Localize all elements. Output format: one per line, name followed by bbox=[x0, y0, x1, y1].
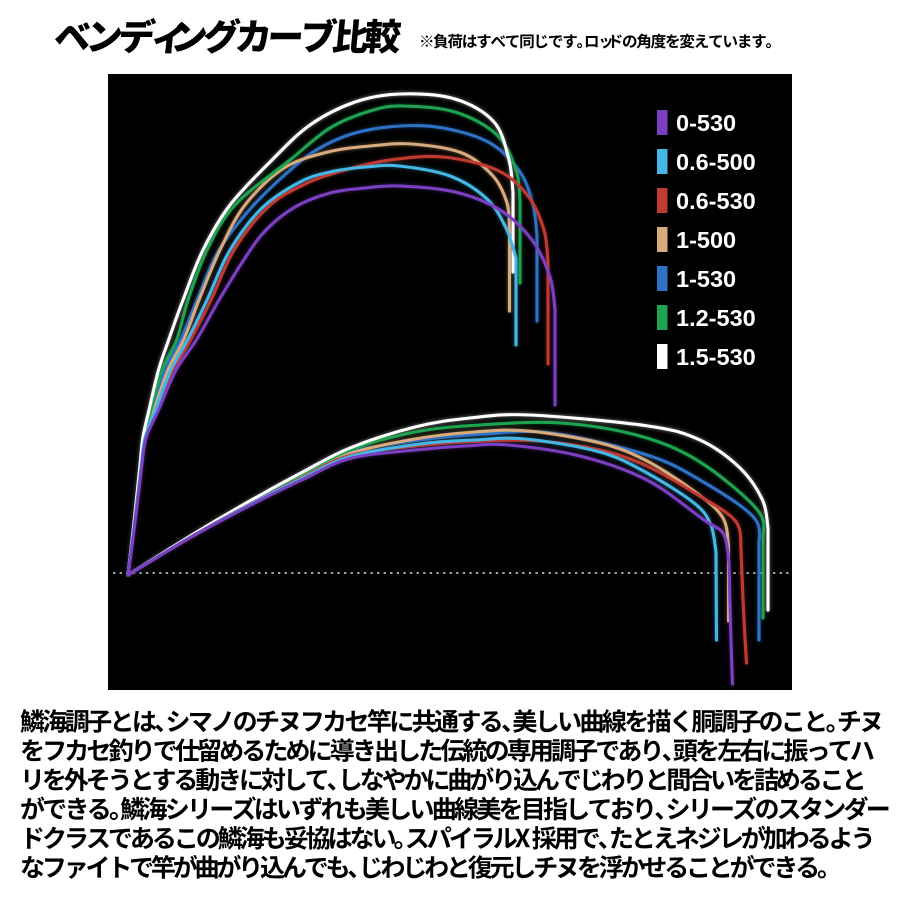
svg-text:1.5-530: 1.5-530 bbox=[676, 344, 756, 370]
svg-text:1-500: 1-500 bbox=[676, 227, 736, 253]
svg-text:1-530: 1-530 bbox=[676, 266, 736, 292]
svg-text:0-530: 0-530 bbox=[676, 110, 736, 136]
svg-text:0.6-530: 0.6-530 bbox=[676, 188, 756, 214]
svg-text:0.6-500: 0.6-500 bbox=[676, 149, 756, 175]
svg-text:1.2-530: 1.2-530 bbox=[676, 305, 756, 331]
